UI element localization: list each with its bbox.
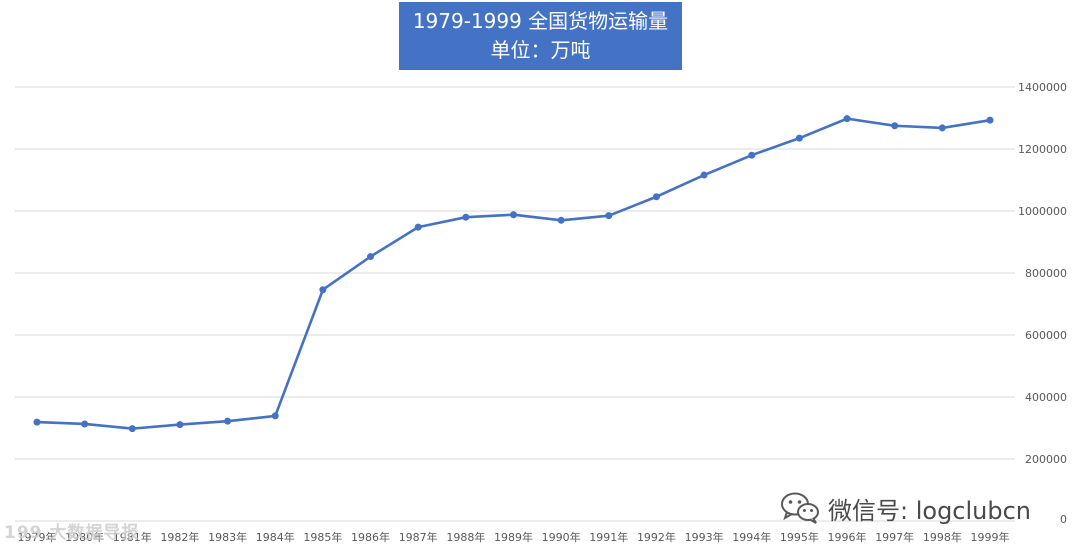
corner-logo: 199 大数据导报 — [4, 523, 140, 543]
y-tick-label: 0 — [1060, 513, 1067, 526]
x-tick-label: 1985年 — [303, 530, 342, 544]
x-tick-label: 1980年 — [65, 530, 104, 544]
y-tick-label: 400000 — [1025, 391, 1067, 404]
y-tick-label: 1000000 — [1018, 205, 1067, 218]
data-point — [462, 213, 470, 221]
x-axis-ticks: 1979年 1980年 1981年 1982年 1983年 1984年 1985年 1986年… — [18, 530, 1010, 544]
data-point — [33, 418, 41, 426]
gridlines — [15, 86, 1015, 522]
data-point — [652, 193, 660, 201]
data-point — [938, 124, 946, 132]
data-point — [128, 425, 136, 433]
data-point — [176, 421, 184, 429]
x-tick-label: 1988年 — [446, 530, 485, 544]
data-point — [700, 171, 708, 179]
data-point — [795, 134, 803, 142]
data-point — [748, 151, 756, 159]
series-line — [35, 117, 992, 430]
y-tick-label: 1200000 — [1018, 143, 1067, 156]
data-point — [414, 223, 422, 231]
y-tick-label: 600000 — [1025, 329, 1067, 342]
x-tick-label: 1994年 — [732, 530, 771, 544]
x-tick-label: 1995年 — [780, 530, 819, 544]
x-tick-label: 1999年 — [971, 530, 1010, 544]
data-point — [81, 420, 89, 428]
x-tick-label: 1996年 — [828, 530, 867, 544]
watermark-text: 微信号: logclubcn — [828, 496, 1032, 525]
y-axis-ticks: 0 200000 400000 600000 800000 1000000 1200000 1… — [1018, 81, 1067, 526]
x-tick-label: 1993年 — [685, 530, 724, 544]
data-point — [319, 286, 327, 294]
x-tick-label: 1979年 — [18, 530, 57, 544]
x-tick-label: 1981年 — [113, 530, 152, 544]
data-point — [986, 116, 994, 124]
x-tick-label: 1990年 — [542, 530, 581, 544]
data-point — [271, 412, 279, 420]
chart-title-box: 1979-1999 全国货物运输量 单位：万吨 — [399, 2, 682, 70]
data-point — [224, 417, 232, 425]
y-tick-label: 1400000 — [1018, 81, 1067, 94]
data-point — [843, 115, 851, 123]
x-tick-label: 1983年 — [208, 530, 247, 544]
x-tick-label: 1987年 — [399, 530, 438, 544]
data-point — [367, 253, 375, 261]
x-tick-label: 1986年 — [351, 530, 390, 544]
x-tick-label: 1992年 — [637, 530, 676, 544]
x-tick-label: 1997年 — [875, 530, 914, 544]
data-point — [891, 122, 899, 130]
x-tick-label: 1991年 — [589, 530, 628, 544]
series — [33, 115, 994, 433]
chart-subtitle: 单位：万吨 — [490, 38, 591, 62]
x-tick-label: 1998年 — [923, 530, 962, 544]
y-tick-label: 800000 — [1025, 267, 1067, 280]
data-point — [557, 216, 565, 224]
x-tick-label: 1984年 — [256, 530, 295, 544]
x-tick-label: 1989年 — [494, 530, 533, 544]
data-point — [510, 211, 517, 219]
y-tick-label: 200000 — [1025, 453, 1067, 466]
data-point — [605, 212, 613, 220]
x-tick-label: 1982年 — [160, 530, 199, 544]
chart-title: 1979-1999 全国货物运输量 — [412, 9, 669, 33]
wechat-watermark: 微信号: logclubcn — [780, 490, 1031, 526]
wechat-icon — [781, 492, 819, 524]
